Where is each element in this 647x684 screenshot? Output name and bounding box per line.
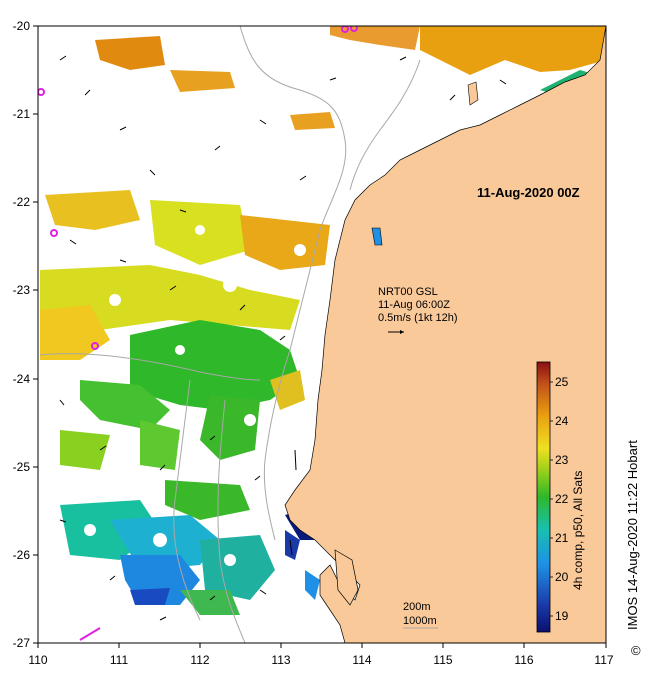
y-tick-minus25: -25 <box>13 460 31 474</box>
colorbar-tick-24: 24 <box>555 414 569 428</box>
colorbar-tick-21: 21 <box>555 531 569 545</box>
colorbar-tick-19: 19 <box>555 609 569 623</box>
y-tick-minus22: -22 <box>13 195 31 209</box>
y-tick-minus27: -27 <box>13 636 31 650</box>
x-tick-114: 114 <box>352 653 371 667</box>
plot-frame <box>37 25 607 644</box>
land-mass <box>284 26 606 643</box>
cloud-mask <box>84 225 306 566</box>
y-axis: -20 -21 -22 -23 -24 -25 -26 -27 <box>13 19 38 650</box>
x-tick-112: 112 <box>190 653 209 667</box>
colorbar-tick-23: 23 <box>555 453 569 467</box>
x-tick-111: 111 <box>110 653 129 667</box>
colorbar-gradient <box>536 361 551 633</box>
depth-legend-200m: 200m <box>403 601 431 613</box>
y-tick-minus24: -24 <box>13 372 31 386</box>
map-date-label: 11-Aug-2020 00Z <box>477 185 580 200</box>
colorbar-label: 4h comp, p50, All Sats <box>571 471 585 590</box>
x-tick-113: 113 <box>271 653 290 667</box>
x-tick-117: 117 <box>594 653 613 667</box>
x-tick-116: 116 <box>514 653 533 667</box>
current-legend: NRT00 GSL 11-Aug 06:00Z 0.5m/s (1kt 12h) <box>378 286 457 334</box>
drifter-markers <box>38 26 358 641</box>
depth-legend-1000m: 1000m <box>403 615 437 627</box>
y-tick-minus21: -21 <box>13 107 31 121</box>
copyright-symbol: © <box>631 643 641 658</box>
credit-text: IMOS 14-Aug-2020 11:22 Hobart <box>625 440 640 630</box>
x-axis: 110 111 112 113 114 115 116 117 <box>28 643 614 667</box>
x-tick-110: 110 <box>28 653 47 667</box>
current-legend-line1: NRT00 GSL <box>378 286 438 298</box>
map-plot-area: 11-Aug-2020 00Z NRT00 GSL 11-Aug 06:00Z … <box>38 26 606 643</box>
current-vectors <box>59 55 507 621</box>
depth-legend: 200m 1000m <box>403 601 438 629</box>
y-tick-minus26: -26 <box>13 548 31 562</box>
x-tick-115: 115 <box>433 653 452 667</box>
bathymetry-contours <box>39 26 421 643</box>
y-tick-minus23: -23 <box>13 283 31 297</box>
current-legend-line3: 0.5m/s (1kt 12h) <box>378 312 457 324</box>
y-tick-minus20: -20 <box>13 19 31 33</box>
current-legend-line2: 11-Aug 06:00Z <box>378 299 450 311</box>
colorbar: 25 24 23 22 21 20 19 4h comp, p50, All S… <box>536 361 585 633</box>
colorbar-tick-22: 22 <box>555 492 569 506</box>
colorbar-tick-20: 20 <box>555 570 569 584</box>
colorbar-tick-25: 25 <box>555 375 569 389</box>
